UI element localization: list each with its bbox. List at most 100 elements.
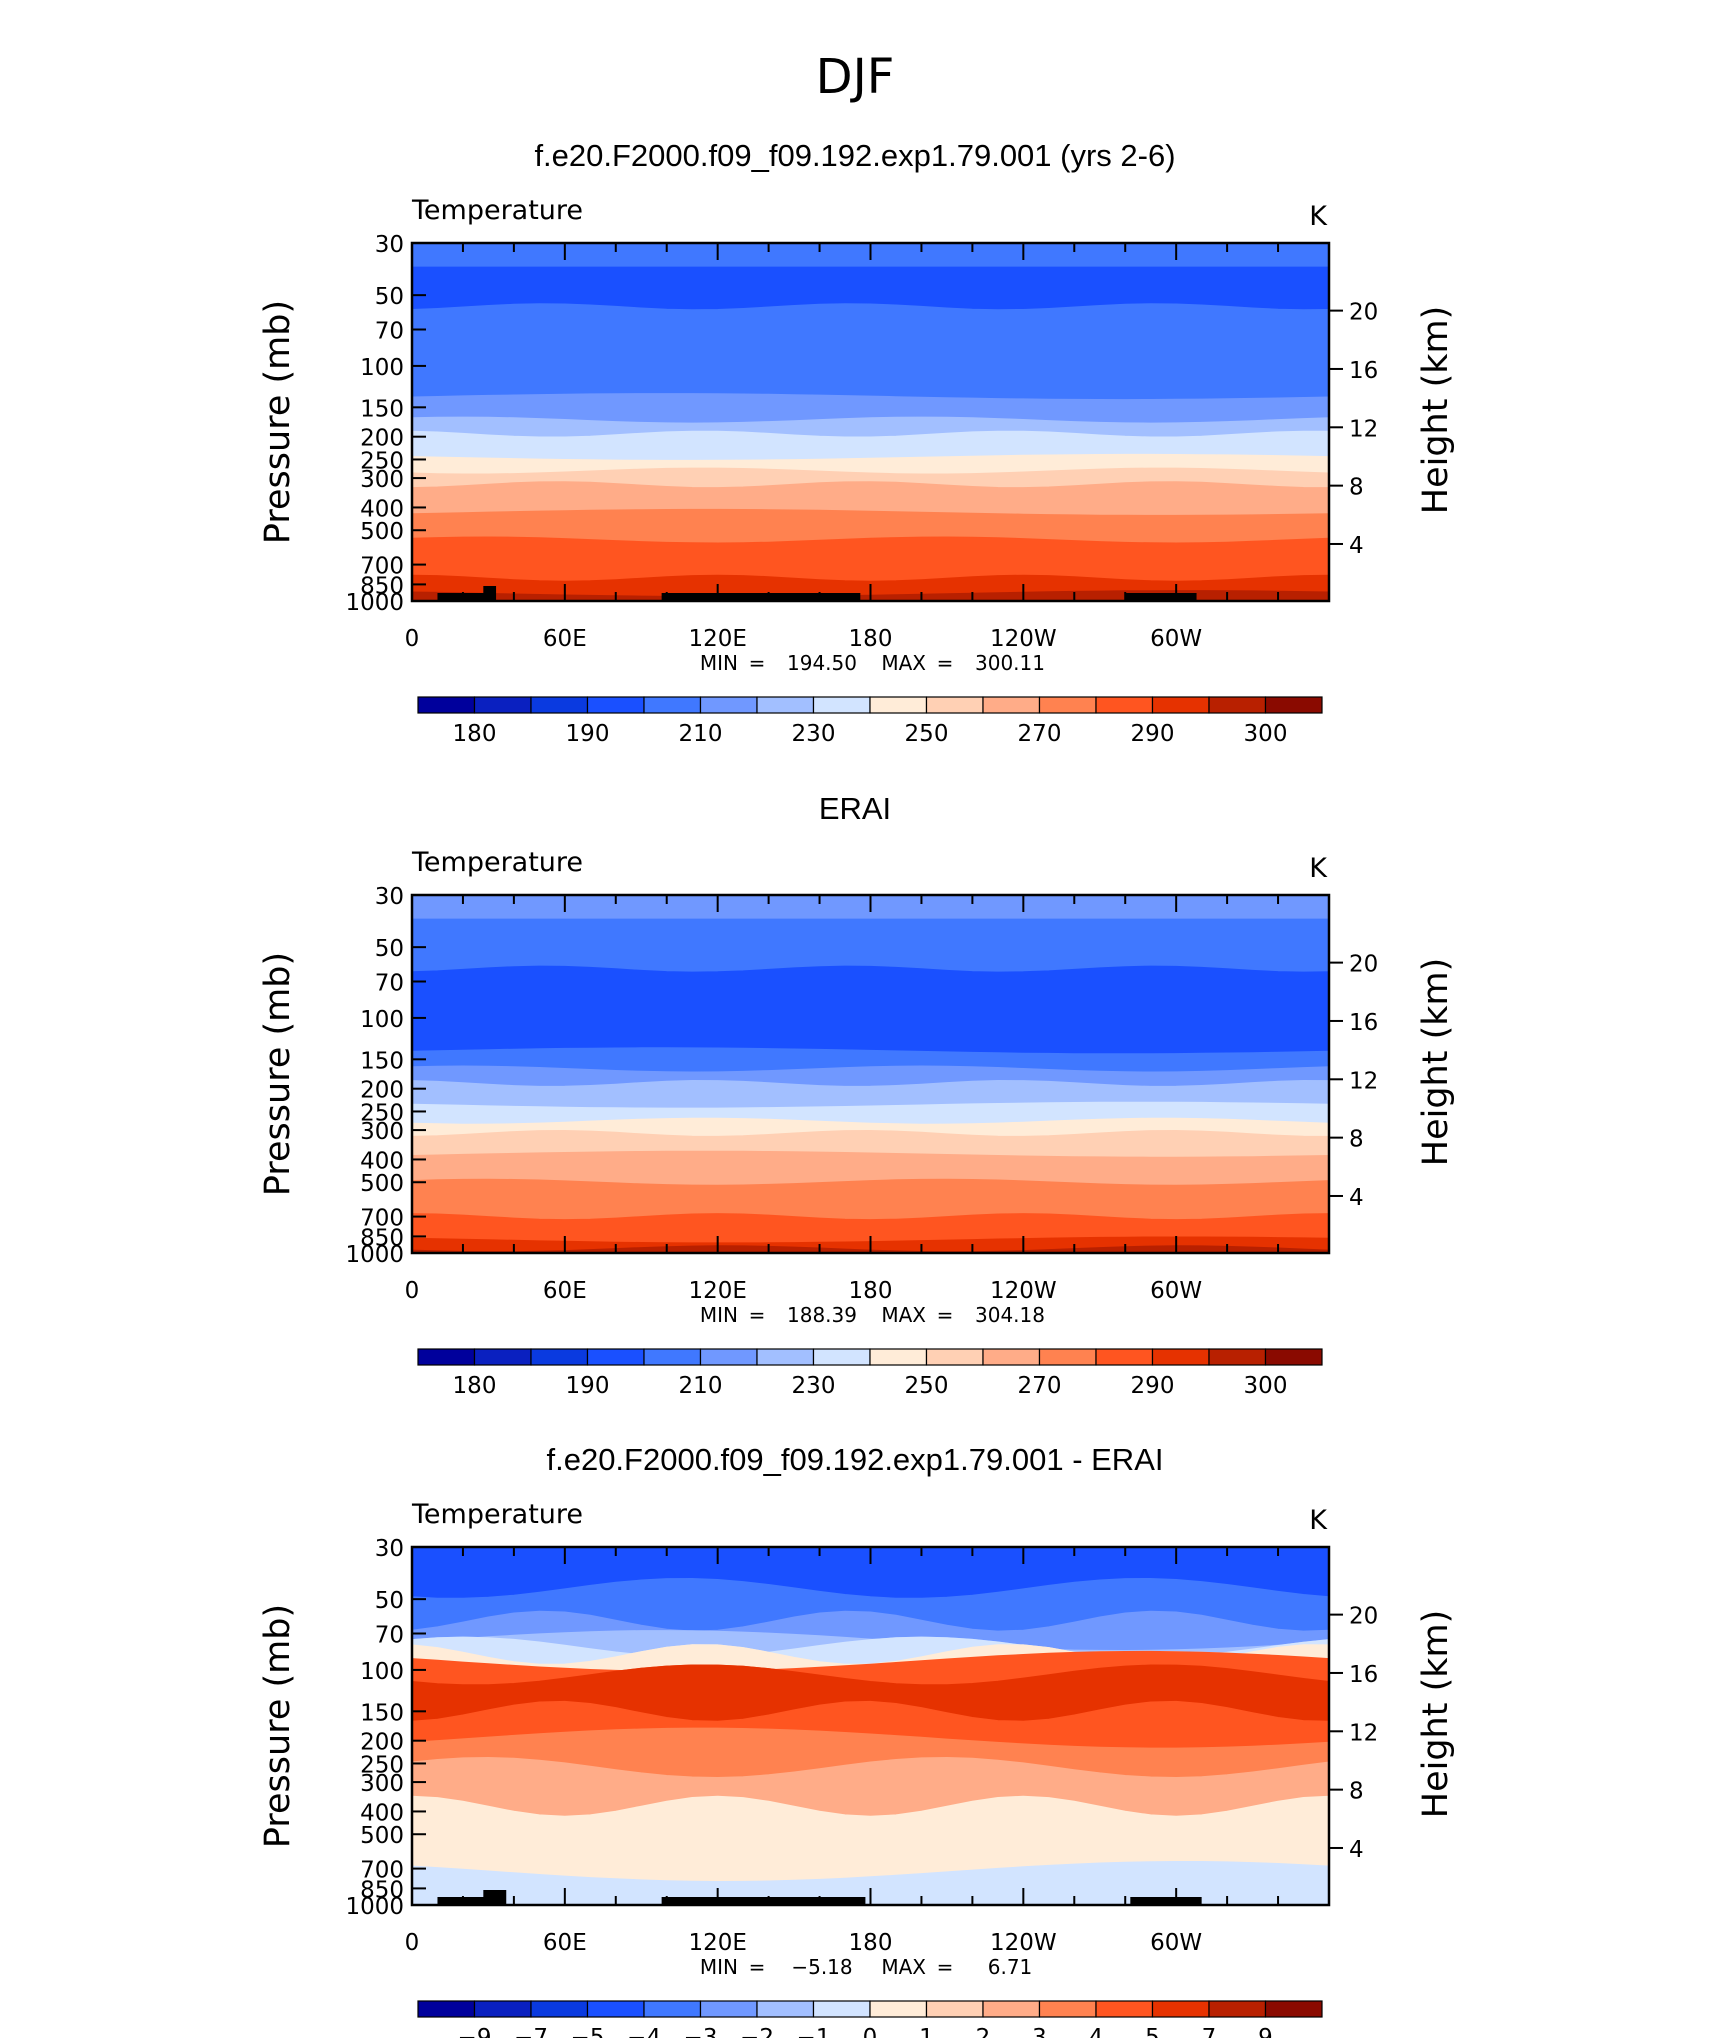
y-tick-label: 150 xyxy=(360,1048,404,1074)
y-tick-label: 30 xyxy=(375,232,404,258)
colorbar-box xyxy=(925,1348,984,1366)
x-tick-label: 0 xyxy=(405,626,420,652)
stats-min-equals: = xyxy=(749,1955,766,1979)
x-tick-label: 180 xyxy=(849,626,893,652)
topography-block xyxy=(1125,593,1197,601)
stats-max-equals: = xyxy=(937,1303,954,1327)
y-tick-label: 300 xyxy=(360,467,404,493)
colorbar-box xyxy=(1095,696,1154,714)
colorbar-box xyxy=(925,696,984,714)
stats-max-label: MAX xyxy=(881,1955,926,1979)
colorbar-box xyxy=(699,2000,758,2018)
colorbar-box xyxy=(1264,696,1323,714)
colorbar-label: 7 xyxy=(1202,2025,1217,2038)
x-tick-label: 60W xyxy=(1150,1278,1202,1304)
colorbar-box xyxy=(869,696,928,714)
y-axis-title: Pressure (mb) xyxy=(258,952,298,1196)
contour-layer xyxy=(412,536,1329,582)
y-right-tick-label: 8 xyxy=(1349,1127,1364,1153)
contour-layer xyxy=(412,965,1329,1055)
x-tick-label: 0 xyxy=(405,1930,420,1956)
contour-layer xyxy=(412,918,1329,973)
contour-layer xyxy=(412,1178,1329,1221)
y-right-tick-label: 4 xyxy=(1349,1837,1364,1863)
colorbar-box xyxy=(812,1348,871,1366)
topography-block xyxy=(483,586,497,601)
colorbar-label: 190 xyxy=(566,721,610,747)
colorbar-box xyxy=(530,2000,589,2018)
y-tick-label: 70 xyxy=(375,1623,404,1649)
panel-1: f.e20.F2000.f09_f09.192.exp1.79.001 (yrs… xyxy=(258,138,1456,747)
colorbar-box xyxy=(473,696,532,714)
colorbar-label: 300 xyxy=(1244,721,1288,747)
colorbar-label: −1 xyxy=(797,2025,831,2038)
y-right-tick-label: 16 xyxy=(1349,1010,1378,1036)
y-tick-label: 400 xyxy=(360,1800,404,1826)
colorbar-box xyxy=(756,1348,815,1366)
colorbar-box xyxy=(643,2000,702,2018)
colorbar-box xyxy=(1264,1348,1323,1366)
y-tick-label: 500 xyxy=(360,1171,404,1197)
y-tick-label: 100 xyxy=(360,1659,404,1685)
colorbar-box xyxy=(699,696,758,714)
colorbar-box xyxy=(417,2000,476,2018)
y-tick-label: 850 xyxy=(360,1877,404,1903)
y-right-tick-label: 8 xyxy=(1349,1779,1364,1805)
y-tick-label: 250 xyxy=(360,1100,404,1126)
y-tick-label: 200 xyxy=(360,1078,404,1104)
panel-units-label: K xyxy=(1309,1505,1328,1536)
y-tick-label: 500 xyxy=(360,1823,404,1849)
y-right-axis-title: Height (km) xyxy=(1416,958,1456,1167)
stats-min-equals: = xyxy=(749,651,766,675)
colorbar-box xyxy=(812,696,871,714)
colorbar-label: 300 xyxy=(1244,1373,1288,1399)
y-right-axis-title: Height (km) xyxy=(1416,306,1456,515)
x-tick-label: 60E xyxy=(543,1930,587,1956)
y-tick-label: 150 xyxy=(360,396,404,422)
colorbar-box xyxy=(869,2000,928,2018)
stats-max-equals: = xyxy=(937,651,954,675)
y-tick-label: 300 xyxy=(360,1119,404,1145)
topography-block xyxy=(661,593,861,601)
colorbar-label: −3 xyxy=(684,2025,718,2038)
y-tick-label: 200 xyxy=(360,1730,404,1756)
colorbar-label: 1 xyxy=(919,2025,934,2038)
x-tick-label: 60W xyxy=(1150,626,1202,652)
colorbar-box xyxy=(699,1348,758,1366)
x-tick-label: 180 xyxy=(849,1278,893,1304)
colorbar-box xyxy=(1264,2000,1323,2018)
contour-layer xyxy=(412,1861,1329,1905)
x-tick-label: 180 xyxy=(849,1930,893,1956)
topography-block xyxy=(483,1890,507,1905)
y-tick-label: 400 xyxy=(360,496,404,522)
panel-units-label: K xyxy=(1309,201,1328,232)
colorbar-label: −9 xyxy=(458,2025,492,2038)
y-tick-label: 30 xyxy=(375,1536,404,1562)
y-tick-label: 1000 xyxy=(345,1242,404,1268)
colorbar-box xyxy=(1038,1348,1097,1366)
y-tick-label: 250 xyxy=(360,1752,404,1778)
colorbar-label: 270 xyxy=(1018,1373,1062,1399)
stats-min-value: 194.50 xyxy=(787,651,857,675)
colorbar-box xyxy=(473,2000,532,2018)
y-axis-title: Pressure (mb) xyxy=(258,300,298,544)
y-right-tick-label: 12 xyxy=(1349,1068,1378,1094)
colorbar-label: 180 xyxy=(453,1373,497,1399)
y-tick-label: 500 xyxy=(360,519,404,545)
colorbar-box xyxy=(869,1348,928,1366)
contour-layer xyxy=(412,303,1329,401)
stats-min-value: 188.39 xyxy=(787,1303,857,1327)
colorbar-label: 250 xyxy=(905,721,949,747)
x-tick-label: 120W xyxy=(990,1930,1057,1956)
stats-max-value: 300.11 xyxy=(975,651,1045,675)
y-tick-label: 70 xyxy=(375,971,404,997)
y-tick-label: 70 xyxy=(375,319,404,345)
colorbar-label: 190 xyxy=(566,1373,610,1399)
x-tick-label: 60E xyxy=(543,626,587,652)
colorbar-box xyxy=(982,2000,1041,2018)
colorbar-label: −5 xyxy=(571,2025,605,2038)
colorbar-label: 290 xyxy=(1131,1373,1175,1399)
y-right-tick-label: 16 xyxy=(1349,358,1378,384)
y-tick-label: 250 xyxy=(360,448,404,474)
colorbar-box xyxy=(530,1348,589,1366)
